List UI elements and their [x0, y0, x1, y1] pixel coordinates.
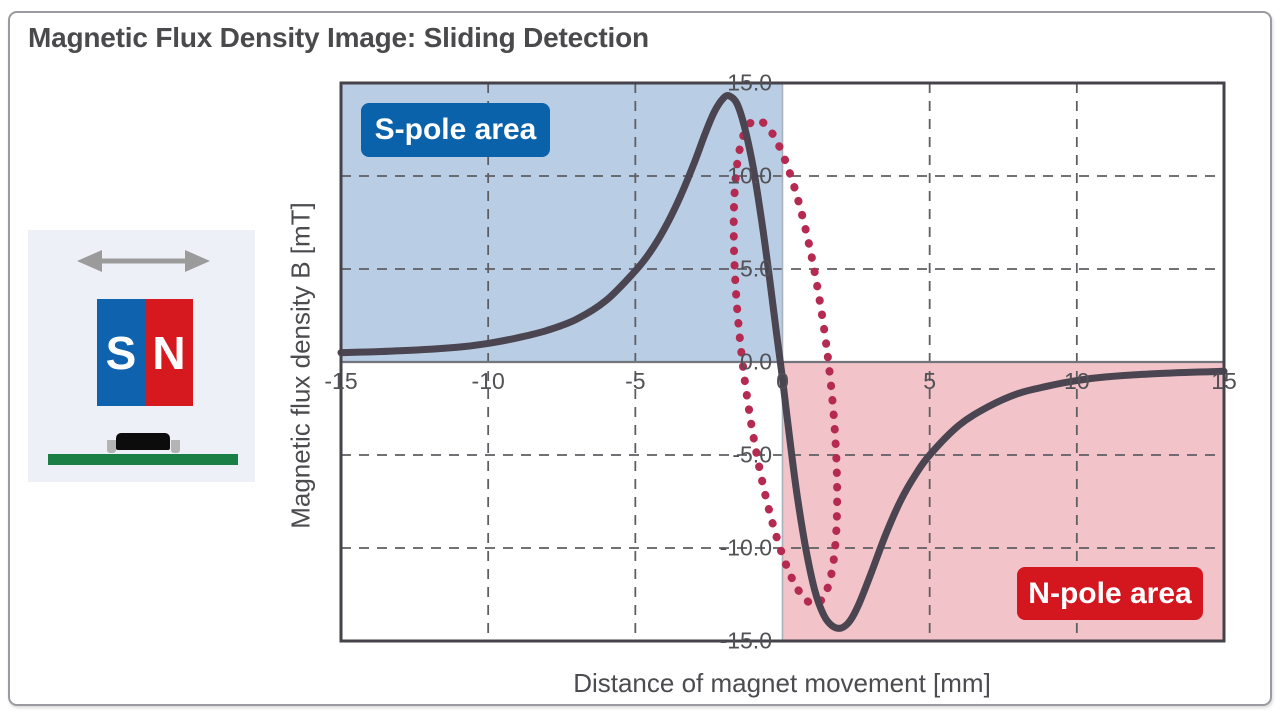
y-tick-label: 15.0 [727, 70, 772, 96]
sensor-leg-icon [107, 440, 116, 453]
magnet-illustration: S N [28, 230, 255, 482]
y-tick-label: -5.0 [732, 442, 772, 468]
x-tick-label: -10 [472, 368, 505, 394]
y-tick-label: -15.0 [720, 628, 772, 654]
magnet: S N [97, 299, 193, 406]
y-axis-title: Magnetic flux density B [mT] [285, 202, 316, 529]
y-tick-label: 10.0 [727, 163, 772, 189]
x-tick-label: -5 [625, 368, 645, 394]
x-axis-title: Distance of magnet movement [mm] [573, 668, 991, 698]
magnet-s-pole: S [97, 299, 145, 406]
magnet-n-pole: N [145, 299, 193, 406]
y-tick-label: 5.0 [740, 256, 772, 282]
x-tick-label: 5 [923, 368, 936, 394]
x-tick-label: 10 [1064, 368, 1090, 394]
flux-density-curve [337, 92, 1228, 632]
transition-ellipse-annotation [729, 116, 842, 608]
double-headed-arrow-icon [77, 250, 210, 272]
sensor-leg-icon [171, 440, 180, 453]
y-tick-label: -10.0 [720, 535, 772, 561]
circuit-board-icon [48, 454, 238, 465]
plot-frame [339, 81, 1226, 643]
n-pole-area-badge: N-pole area [1017, 567, 1203, 620]
page-title: Magnetic Flux Density Image: Sliding Det… [28, 22, 649, 53]
x-tick-label: -15 [324, 368, 357, 394]
s-pole-area-badge: S-pole area [361, 103, 550, 157]
x-tick-label: 15 [1211, 368, 1237, 394]
y-tick-label: 0.0 [740, 349, 772, 375]
x-tick-label: 0 [776, 368, 789, 394]
hall-sensor-chip-icon [116, 433, 170, 450]
